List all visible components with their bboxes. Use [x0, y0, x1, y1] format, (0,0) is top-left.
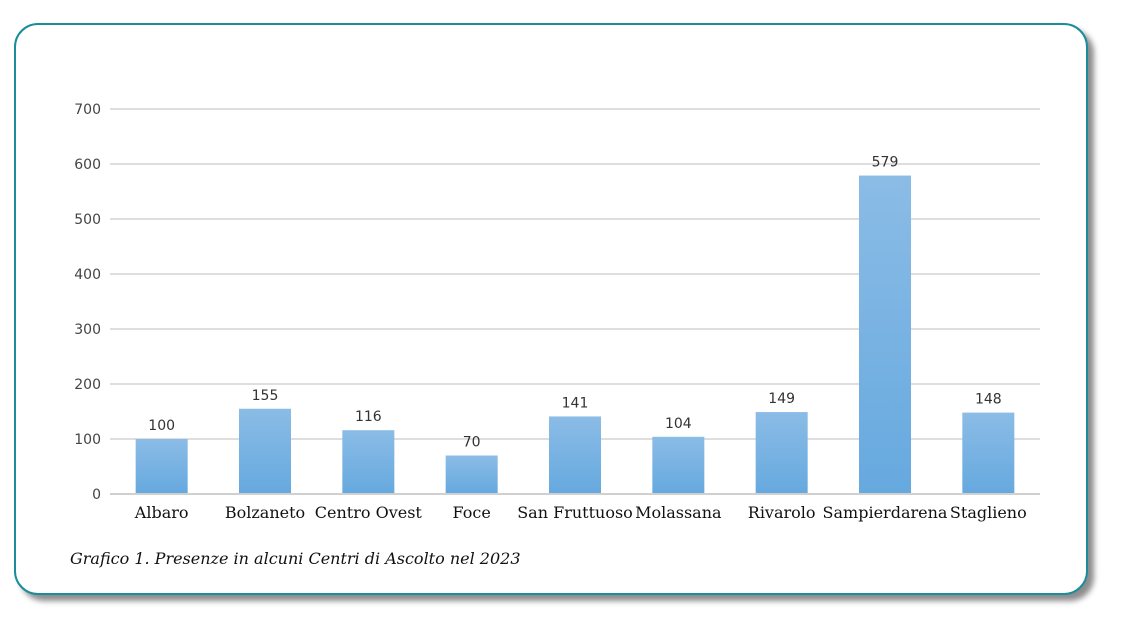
y-tick-label: 300	[74, 322, 101, 338]
y-tick-label: 200	[74, 377, 101, 393]
x-tick-label: Centro Ovest	[315, 503, 423, 522]
x-tick-label: Albaro	[134, 503, 189, 522]
data-label: 149	[768, 391, 795, 407]
bar	[755, 412, 808, 493]
x-tick-label: Sampierdarena	[823, 503, 948, 522]
data-label: 116	[355, 409, 382, 425]
bar	[962, 412, 1015, 493]
bar	[652, 436, 705, 493]
x-tick-label: Bolzaneto	[225, 503, 305, 522]
data-label: 100	[148, 418, 175, 434]
x-tick-label: San Fruttuoso	[517, 503, 633, 522]
bar	[445, 455, 498, 493]
bar	[549, 416, 601, 493]
data-label: 104	[665, 416, 692, 432]
x-tick-label: Staglieno	[950, 503, 1027, 522]
x-tick-label: Molassana	[635, 503, 722, 522]
bar	[135, 439, 188, 493]
data-label: 141	[562, 395, 589, 411]
data-label: 155	[252, 388, 279, 404]
bar	[859, 175, 911, 494]
y-tick-label: 400	[74, 267, 101, 283]
data-label: 70	[463, 435, 481, 451]
y-tick-label: 600	[74, 157, 101, 173]
bar	[239, 408, 291, 493]
y-tick-label: 700	[74, 102, 101, 118]
y-tick-label: 500	[74, 212, 101, 228]
x-tick-label: Rivarolo	[748, 503, 816, 522]
bar	[342, 430, 395, 493]
data-label: 148	[975, 392, 1002, 408]
y-tick-label: 100	[74, 432, 101, 448]
x-tick-label: Foce	[453, 503, 491, 522]
chart-caption: Grafico 1. Presenze in alcuni Centri di …	[70, 549, 521, 568]
data-label: 579	[872, 155, 899, 171]
y-tick-label: 0	[92, 487, 101, 503]
